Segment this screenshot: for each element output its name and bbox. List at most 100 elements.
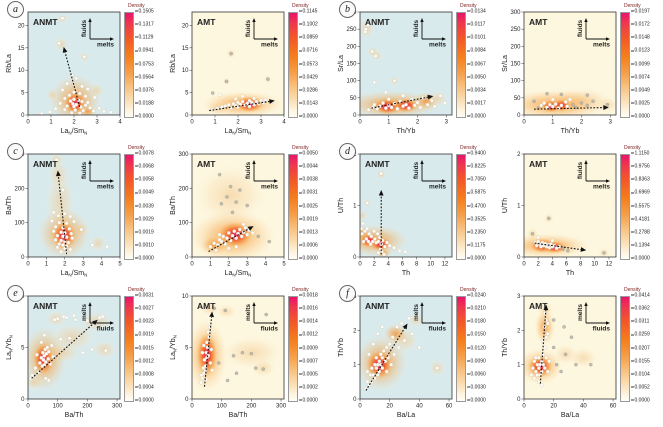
y-tick-label: 200: [178, 186, 189, 192]
subplot-c-amt: fluids melts AMT 0 1 2 3 4 5 0 100 200 300 LaN/SmN Ba/…: [167, 145, 331, 284]
x-tick-label: 100: [217, 404, 228, 410]
y-tick-label: 200: [510, 44, 521, 50]
scatter-points: [530, 216, 606, 255]
colorbar-tick: 0.0052: [631, 385, 650, 390]
colorbar-tick: 0.1394: [631, 243, 650, 248]
x-tick-label: 2: [72, 120, 76, 126]
scatter-points: [199, 306, 268, 385]
colorbar-tick: 0.0004: [135, 385, 154, 390]
colorbar-tick: 0.0000: [299, 398, 318, 404]
colorbar-tick-labels: 0.0050 0.0044 0.0038 0.0031 0.0025 0.0019 0.00…: [299, 151, 318, 262]
y-tick-label: 200: [14, 186, 25, 192]
colorbar: Density 0.0031 0.0027 0.0023 0.0019 0.0015 0.0…: [124, 288, 167, 426]
y-tick-label: 5: [21, 346, 25, 352]
plot-c-anmt: fluidsmeltsANMT0123450100200300LaN/SmNBa…: [6, 152, 122, 277]
panel-d: dfluidsmeltsANMT024681012012ThU/ThDensit…: [332, 142, 663, 284]
colorbar: Density 0.0050 0.0044 0.0038 0.0031 0.0025 0.0…: [288, 146, 331, 284]
panel-letter: e: [7, 285, 24, 302]
trend-arrow: [31, 319, 98, 379]
plot-a-anmt: fluids melts ANMT 0 1 2 3 4 0 5 10 15 20 LaN/SmN Rb/La: [6, 11, 122, 135]
density-heatmap: [192, 165, 275, 257]
colorbar-tick: 0.0017: [467, 101, 486, 106]
x-tick-label: 6: [565, 262, 569, 268]
x-tick-label: 2: [372, 262, 376, 268]
y-axis-label: Th/Yb: [502, 338, 509, 357]
colorbar-tick: 0.0060: [467, 372, 486, 377]
x-tick-label: 3: [246, 262, 250, 268]
colorbar-title: Density: [460, 287, 477, 293]
colorbar-tick: 0.0007: [299, 359, 318, 364]
trend-arrow: [55, 170, 68, 255]
colorbar-gradient: [620, 154, 630, 260]
y-axis-label: Ba/Th: [6, 196, 13, 215]
colorbar-tick: 0.0023: [135, 319, 154, 325]
direction-label-horizontal: fluids: [593, 326, 611, 333]
colorbar-tick: 0.0240: [467, 293, 486, 299]
x-tick-label: 0: [26, 262, 30, 268]
scatter-points: [208, 172, 272, 253]
y-tick-label: 1: [353, 363, 357, 369]
dataset-label: AMT: [529, 17, 548, 27]
colorbar-tick: 0.0123: [631, 48, 650, 54]
y-tick-label: 3: [517, 294, 521, 300]
dataset-label: AMT: [197, 17, 216, 27]
colorbar-tick: 0.0101: [467, 35, 486, 41]
colorbar-tick: 1.1150: [631, 151, 650, 157]
trend-arrow: [209, 99, 275, 112]
colorbar-gradient: [456, 12, 466, 118]
x-tick-label: 4: [551, 262, 555, 268]
subplot-e-amt: melts fluids AMT 0 100 200 300 0 5 10 Ba/Th LaN/YbN…: [167, 287, 331, 426]
colorbar-tick: 0.0180: [467, 319, 486, 325]
plot-c-amt: fluids melts AMT 0 1 2 3 4 5 0 100 200 300 LaN/SmN Ba/…: [170, 152, 286, 277]
panel-letter: c: [7, 143, 24, 160]
y-tick-label: 250: [346, 27, 357, 33]
x-tick-label: 1: [387, 120, 391, 126]
direction-indicator: melts fluids: [81, 302, 114, 333]
x-tick-label: 60: [446, 404, 453, 410]
colorbar-tick: 0.0015: [135, 346, 154, 351]
y-tick-label: 1: [517, 204, 521, 210]
dataset-label: AMT: [529, 159, 548, 169]
colorbar-tick: 0.8225: [467, 164, 486, 170]
direction-label-vertical: melts: [413, 304, 420, 321]
x-tick-label: 0: [522, 120, 526, 126]
y-tick-label: 300: [510, 10, 521, 16]
y-tick-label: 0: [353, 113, 357, 119]
colorbar-tick-labels: 0.0018 0.0016 0.0014 0.0012 0.0009 0.0007 0.00…: [299, 293, 318, 404]
colorbar-tick: 0.0716: [299, 48, 318, 54]
x-tick-label: 200: [246, 404, 257, 410]
panel-f: fmeltsfluidsANMT02040600123Ba/LaTh/YbDen…: [332, 284, 663, 426]
colorbar-tick: 0.0188: [135, 101, 154, 106]
colorbar-tick: 0.0031: [135, 293, 154, 299]
colorbar-tick-labels: 0.0078 0.0068 0.0058 0.0049 0.0039 0.0029 0.00…: [135, 151, 154, 262]
colorbar-tick: 0.0050: [299, 151, 318, 157]
colorbar-tick: 0.2788: [631, 230, 650, 235]
y-axis-label: Th/Yb: [338, 338, 345, 357]
colorbar-tick: 0.4700: [467, 204, 486, 209]
scatter-points: [363, 23, 447, 112]
x-axis-label: Th/Yb: [397, 128, 416, 135]
y-tick-label: 0: [517, 397, 521, 403]
x-axis-label: Ba/La: [561, 412, 579, 419]
colorbar-title: Density: [624, 145, 641, 151]
colorbar-tick-labels: 0.1145 0.1002 0.0859 0.0716 0.0573 0.0429 0.02…: [299, 9, 318, 120]
colorbar-tick: 0.0002: [299, 385, 318, 390]
colorbar-gradient: [124, 296, 134, 402]
x-tick-label: 12: [442, 262, 449, 268]
x-axis-label: Ba/La: [397, 412, 415, 419]
colorbar: Density 0.0197 0.0172 0.0148 0.0123 0.0099 0.0…: [620, 4, 663, 142]
colorbar-tick: 0.5875: [467, 190, 486, 196]
colorbar-tick: 0.0000: [467, 114, 486, 120]
direction-label-horizontal: melts: [261, 42, 278, 49]
direction-indicator: melts fluids: [245, 302, 278, 333]
scatter-points: [50, 157, 109, 256]
x-tick-label: 5: [282, 262, 286, 268]
x-tick-label: 6: [401, 262, 405, 268]
y-tick-label: 20: [18, 23, 25, 29]
y-axis-label: LaN/YbN: [6, 335, 13, 360]
panel-a: a fluids melts ANMT 0 1 2 3 4 0 5 10 15 20 LaN/SmN Rb/L…: [0, 0, 332, 142]
direction-indicator: fluids melts: [577, 18, 610, 49]
y-tick-label: 200: [346, 44, 357, 50]
x-tick-label: 1: [213, 120, 217, 126]
